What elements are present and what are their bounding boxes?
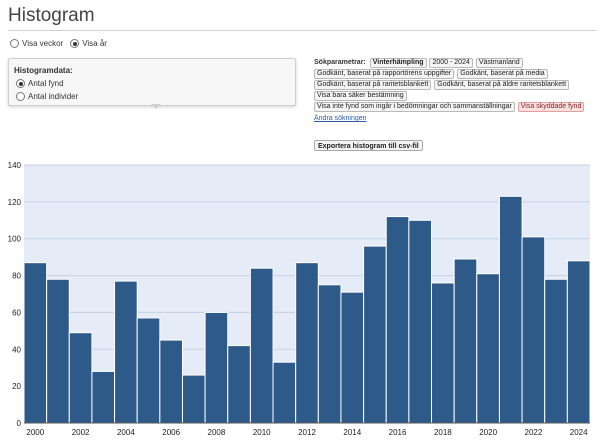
count-findings-label: Antal fynd — [28, 79, 64, 88]
view-weeks-radio[interactable] — [10, 39, 19, 48]
x-tick-label: 2014 — [343, 428, 361, 437]
param-tag: Godkänt, baserat på raritetsblankett — [314, 80, 432, 90]
bar — [476, 273, 500, 424]
bar — [23, 262, 48, 424]
bar — [431, 282, 455, 424]
page-title: Histogram — [8, 5, 95, 26]
y-tick-label: 120 — [8, 198, 22, 207]
x-tick-label: 2018 — [434, 428, 452, 437]
param-tag: Godkänt, baserat på rapportörens uppgift… — [314, 69, 455, 79]
param-tag: Västmanland — [475, 58, 523, 68]
param-tag: Vinterhämpling — [369, 58, 427, 68]
param-tag: Visa inte fynd som ingår i bedömningar o… — [314, 102, 515, 112]
bar — [295, 262, 319, 424]
count-findings-radio[interactable] — [16, 79, 25, 88]
x-tick-label: 2024 — [570, 428, 588, 437]
bar — [159, 339, 183, 424]
change-search-link[interactable]: Ändra sökningen — [314, 115, 367, 122]
bar — [498, 195, 523, 424]
view-weeks-option[interactable]: Visa veckor — [10, 39, 63, 48]
x-tick-label: 2016 — [389, 428, 407, 437]
param-tag: Godkänt, baserat på äldre raritetsblanke… — [434, 80, 570, 90]
y-tick-label: 40 — [12, 345, 21, 354]
bar — [181, 374, 206, 424]
view-weeks-label: Visa veckor — [22, 39, 64, 48]
param-tag: Visa bara säker bestämning — [314, 91, 407, 101]
bar — [114, 280, 138, 424]
bar — [317, 284, 342, 424]
x-tick-label: 2002 — [72, 428, 90, 437]
bar — [204, 311, 229, 424]
bar — [408, 219, 433, 424]
y-tick-label: 20 — [12, 382, 21, 391]
bar — [385, 216, 410, 424]
bar — [453, 258, 478, 424]
bar — [91, 370, 116, 424]
histogram-chart: 0 20 40 60 80 100 120 140 2000 2002 2004 2006 2008 20… — [8, 161, 591, 437]
bar — [566, 260, 591, 424]
view-years-option[interactable]: Visa år — [70, 39, 107, 48]
bar — [68, 332, 93, 424]
bar — [227, 345, 251, 424]
bar — [136, 317, 161, 424]
count-individuals-option[interactable]: Antal individer — [16, 92, 78, 101]
x-tick-label: 2004 — [117, 428, 135, 437]
x-tick-label: 2006 — [162, 428, 180, 437]
bar — [340, 291, 365, 424]
y-tick-label: 140 — [8, 161, 22, 170]
panel-pointer-icon — [151, 104, 161, 109]
param-tag: Godkänt, baserat på media — [457, 69, 548, 79]
view-years-label: Visa år — [82, 39, 107, 48]
x-tick-label: 2010 — [253, 428, 271, 437]
bar — [249, 267, 274, 424]
count-individuals-label: Antal individer — [28, 92, 79, 101]
y-tick-label: 0 — [17, 419, 22, 428]
view-toggle: Visa veckor Visa år — [10, 39, 114, 48]
x-tick-label: 2000 — [26, 428, 44, 437]
param-tag: 2000 - 2024 — [429, 58, 473, 68]
view-years-radio[interactable] — [70, 39, 80, 48]
y-tick-label: 100 — [8, 235, 22, 244]
y-tick-label: 80 — [12, 272, 21, 281]
param-tag-protected: Visa skyddade fynd — [517, 102, 585, 112]
export-csv-button[interactable]: Exportera histogram till csv-fil — [314, 140, 423, 151]
x-tick-label: 2020 — [479, 428, 497, 437]
histogram-data-heading: Histogramdata: — [14, 66, 73, 75]
histogram-data-panel: Histogramdata: Antal fynd Antal individe… — [8, 58, 296, 106]
count-findings-option[interactable]: Antal fynd — [16, 79, 64, 88]
bar — [544, 278, 568, 424]
x-tick-label: 2012 — [298, 428, 316, 437]
bar — [46, 278, 70, 424]
bar — [521, 236, 546, 424]
x-tick-label: 2022 — [525, 428, 543, 437]
y-tick-label: 60 — [12, 308, 21, 317]
bar — [272, 361, 297, 424]
x-tick-label: 2008 — [208, 428, 226, 437]
search-parameters: Sökparametrar: Vinterhämpling 2000 - 202… — [314, 58, 594, 124]
title-divider — [8, 30, 596, 31]
bar — [363, 245, 387, 424]
search-parameters-label: Sökparametrar: — [314, 59, 366, 66]
count-individuals-radio[interactable] — [16, 92, 25, 101]
